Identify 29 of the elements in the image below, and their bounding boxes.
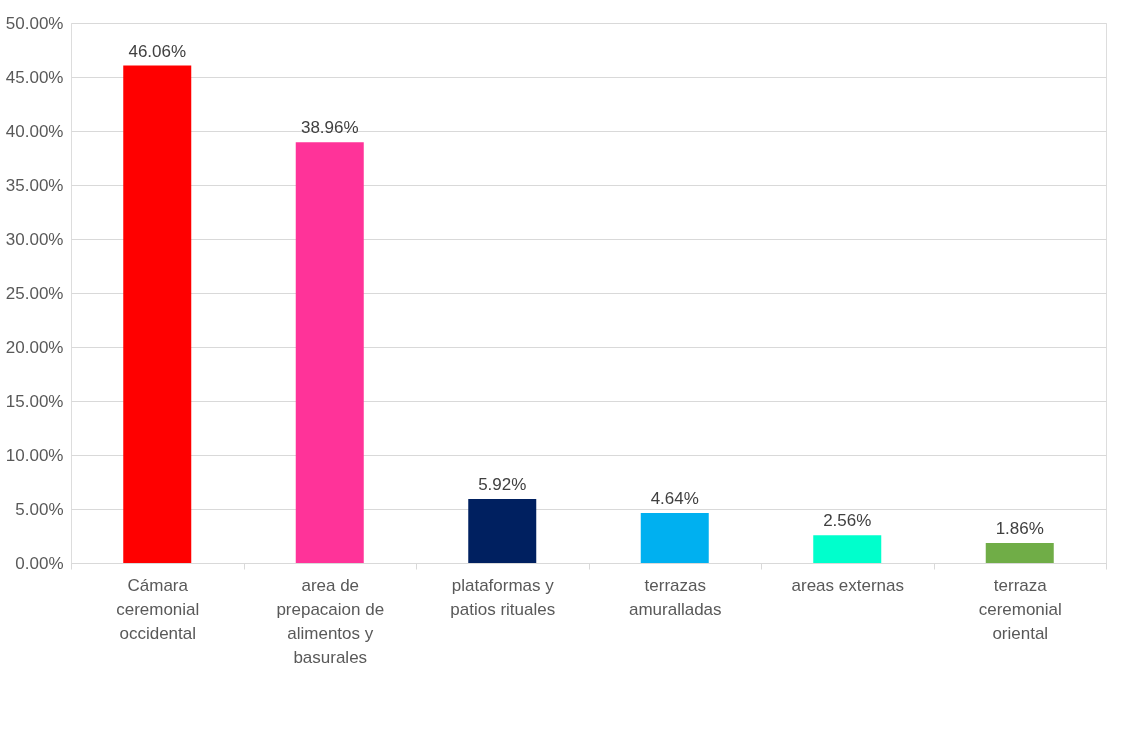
y-tick-label: 5.00% (15, 499, 64, 519)
y-tick-label: 40.00% (5, 121, 64, 141)
bar (468, 499, 537, 563)
bar (813, 535, 882, 563)
bar (640, 512, 709, 563)
data-label: 1.86% (995, 518, 1044, 538)
x-tick-label: terraza ceremonial oriental (978, 575, 1062, 643)
y-tick-label: 45.00% (5, 67, 64, 87)
data-label: 46.06% (128, 41, 187, 61)
x-tick-label: Cámara ceremonial occidental (116, 575, 200, 643)
y-tick-label: 30.00% (5, 229, 64, 249)
y-tick-label: 35.00% (5, 175, 64, 195)
y-tick-label: 20.00% (5, 337, 64, 357)
x-tick-label: areas externas (791, 575, 904, 595)
x-tick-label: area de prepacaion de alimentos y basurales (276, 575, 385, 667)
data-label: 38.96% (300, 118, 359, 138)
y-tick-label: 50.00% (5, 13, 64, 33)
bar (295, 142, 364, 563)
data-label: 4.64% (650, 488, 699, 508)
y-tick-label: 10.00% (5, 445, 64, 465)
bar (985, 542, 1054, 563)
y-tick-label: 15.00% (5, 391, 64, 411)
data-label: 5.92% (478, 475, 527, 495)
x-tick-label: plataformas y patios rituales (450, 575, 556, 619)
y-tick-label: 0.00% (15, 553, 64, 573)
x-tick-label: terrazas amuralladas (628, 575, 722, 619)
data-label: 2.56% (823, 511, 872, 531)
bar (123, 65, 192, 563)
y-tick-label: 25.00% (5, 283, 64, 303)
